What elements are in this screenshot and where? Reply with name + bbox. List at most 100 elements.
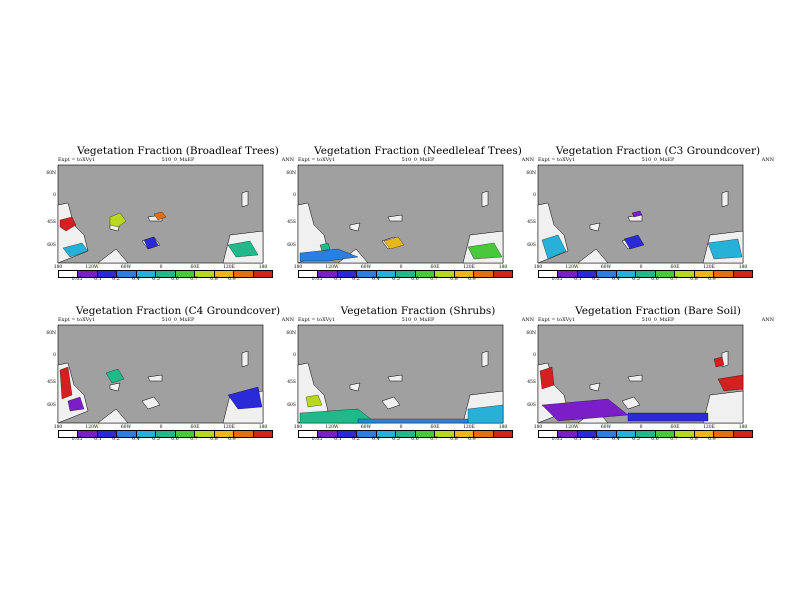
lon-tick-label: 180 <box>498 265 508 270</box>
lon-tick-label: 120W <box>85 265 99 270</box>
colorbar-label: 0.1 <box>334 437 342 442</box>
colorbar-segment <box>396 431 416 437</box>
panel-title: Vegetation Fraction (Broadleaf Trees) <box>77 145 279 157</box>
colorbar-segment <box>195 271 215 277</box>
lon-tick-label: 60E <box>670 425 680 430</box>
vegetation-fraction-area <box>153 211 167 221</box>
panel-title: Vegetation Fraction (C4 Groundcover) <box>75 305 281 317</box>
colorbar-label: 0.9 <box>708 277 716 282</box>
colorbar-label: 0.2 <box>352 437 360 442</box>
panel-broadleaf-trees: Vegetation Fraction (Broadleaf Trees) Exp… <box>46 145 298 320</box>
lat-tick-label: 60N <box>526 171 536 176</box>
lon-tick-label: 180 <box>258 265 268 270</box>
colorbar-label: 0.2 <box>112 277 120 282</box>
lat-tick-label: 0 <box>53 353 56 358</box>
map-plot <box>297 164 504 264</box>
lon-tick-label: 120W <box>565 265 579 270</box>
vegetation-fraction-area <box>713 356 725 368</box>
colorbar-segment <box>558 431 578 437</box>
colorbar-segment <box>299 431 319 437</box>
colorbar-segment <box>136 431 157 437</box>
lat-tick-label: 60S <box>47 243 56 248</box>
colorbar-segment <box>175 271 196 277</box>
panel-title: Vegetation Fraction (Shrubs) <box>340 305 496 317</box>
colorbar-label: 0.5 <box>152 277 160 282</box>
colorbar-segment <box>493 271 512 277</box>
colorbar-segment <box>415 271 436 277</box>
colorbar-label: 0.2 <box>112 437 120 442</box>
colorbar-label: 0.1 <box>334 277 342 282</box>
colorbar-label: 0.05 <box>71 437 83 442</box>
colorbar-segment <box>694 431 715 437</box>
colorbar-segment <box>577 431 598 437</box>
colorbar-segment <box>733 431 752 437</box>
ocean-region <box>109 382 121 392</box>
colorbar-label: 0.6 <box>411 277 419 282</box>
lon-tick-label: 60E <box>670 265 680 270</box>
ocean-region <box>349 222 361 232</box>
ocean-region <box>589 222 601 232</box>
vegetation-fraction-area <box>539 366 555 390</box>
panel-title: Vegetation Fraction (Bare Soil) <box>575 305 741 317</box>
colorbar-label: 0.5 <box>392 277 400 282</box>
colorbar-label: 0.8 <box>210 437 218 442</box>
lon-tick-label: 60E <box>430 265 440 270</box>
vegetation-fraction-area <box>62 242 89 258</box>
panel-shrubs: Vegetation Fraction (Shrubs) Expt = toXVy… <box>286 305 538 480</box>
ocean-region <box>627 374 643 382</box>
vegetation-fraction-area <box>305 394 323 408</box>
panel-c4-groundcover: Vegetation Fraction (C4 Groundcover) Expt… <box>46 305 298 480</box>
colorbar-label: 0.5 <box>152 437 160 442</box>
lat-tick-label: 0 <box>533 353 536 358</box>
lon-tick-label: 60W <box>600 265 612 270</box>
vegetation-fraction-area <box>467 404 504 424</box>
colorbar-segment <box>59 431 79 437</box>
lon-tick-label: 60E <box>430 425 440 430</box>
colorbar-label: 0.05 <box>551 277 563 282</box>
colorbar-segment <box>156 271 176 277</box>
ocean-region <box>297 202 329 264</box>
lat-tick-label: 60S <box>287 243 296 248</box>
colorbar-label: 0.4 <box>612 437 620 442</box>
colorbar-segment <box>195 431 215 437</box>
colorbar-label: 0.2 <box>352 277 360 282</box>
map-plot <box>537 324 744 424</box>
colorbar-label: 0.05 <box>551 437 563 442</box>
colorbar-label: 0.1 <box>94 437 102 442</box>
colorbar <box>298 270 513 278</box>
colorbar-segment <box>415 431 436 437</box>
lon-tick-label: 120W <box>325 425 339 430</box>
ocean-region <box>387 374 403 382</box>
colorbar-label: 0.9 <box>468 277 476 282</box>
colorbar-segment <box>435 431 455 437</box>
colorbar-segment <box>117 431 137 437</box>
colorbar-segment <box>714 431 734 437</box>
colorbar-segment <box>539 431 559 437</box>
lat-tick-label: 45S <box>527 380 536 385</box>
colorbar-segment <box>357 271 377 277</box>
ocean-region <box>97 408 129 424</box>
lon-tick-label: 60W <box>360 265 372 270</box>
colorbar-segment <box>97 431 118 437</box>
vegetation-fraction-area <box>67 396 85 412</box>
lat-tick-label: 45S <box>527 220 536 225</box>
season-label: ANN <box>521 157 534 163</box>
experiment-label: Expt = toXVy1 <box>538 317 576 323</box>
colorbar-segment <box>214 271 235 277</box>
colorbar-label: 0.7 <box>190 277 198 282</box>
vegetation-fraction-area <box>59 366 73 400</box>
lon-tick-label: 180 <box>533 425 543 430</box>
colorbar-label: 0.8 <box>450 437 458 442</box>
colorbar-label: 0.6 <box>171 437 179 442</box>
colorbar-segment <box>597 271 617 277</box>
colorbar-label: 0.4 <box>132 437 140 442</box>
colorbar-label: 0.7 <box>430 437 438 442</box>
colorbar-segment <box>318 431 338 437</box>
vegetation-fraction-area <box>109 212 127 228</box>
run-label: 510_0_MxEP <box>161 157 195 163</box>
lon-tick-label: 120E <box>703 265 715 270</box>
ocean-region <box>702 390 744 424</box>
run-label: 510_0_MxEP <box>401 157 435 163</box>
colorbar-label: 0.1 <box>574 437 582 442</box>
vegetation-fraction-area <box>383 236 405 250</box>
